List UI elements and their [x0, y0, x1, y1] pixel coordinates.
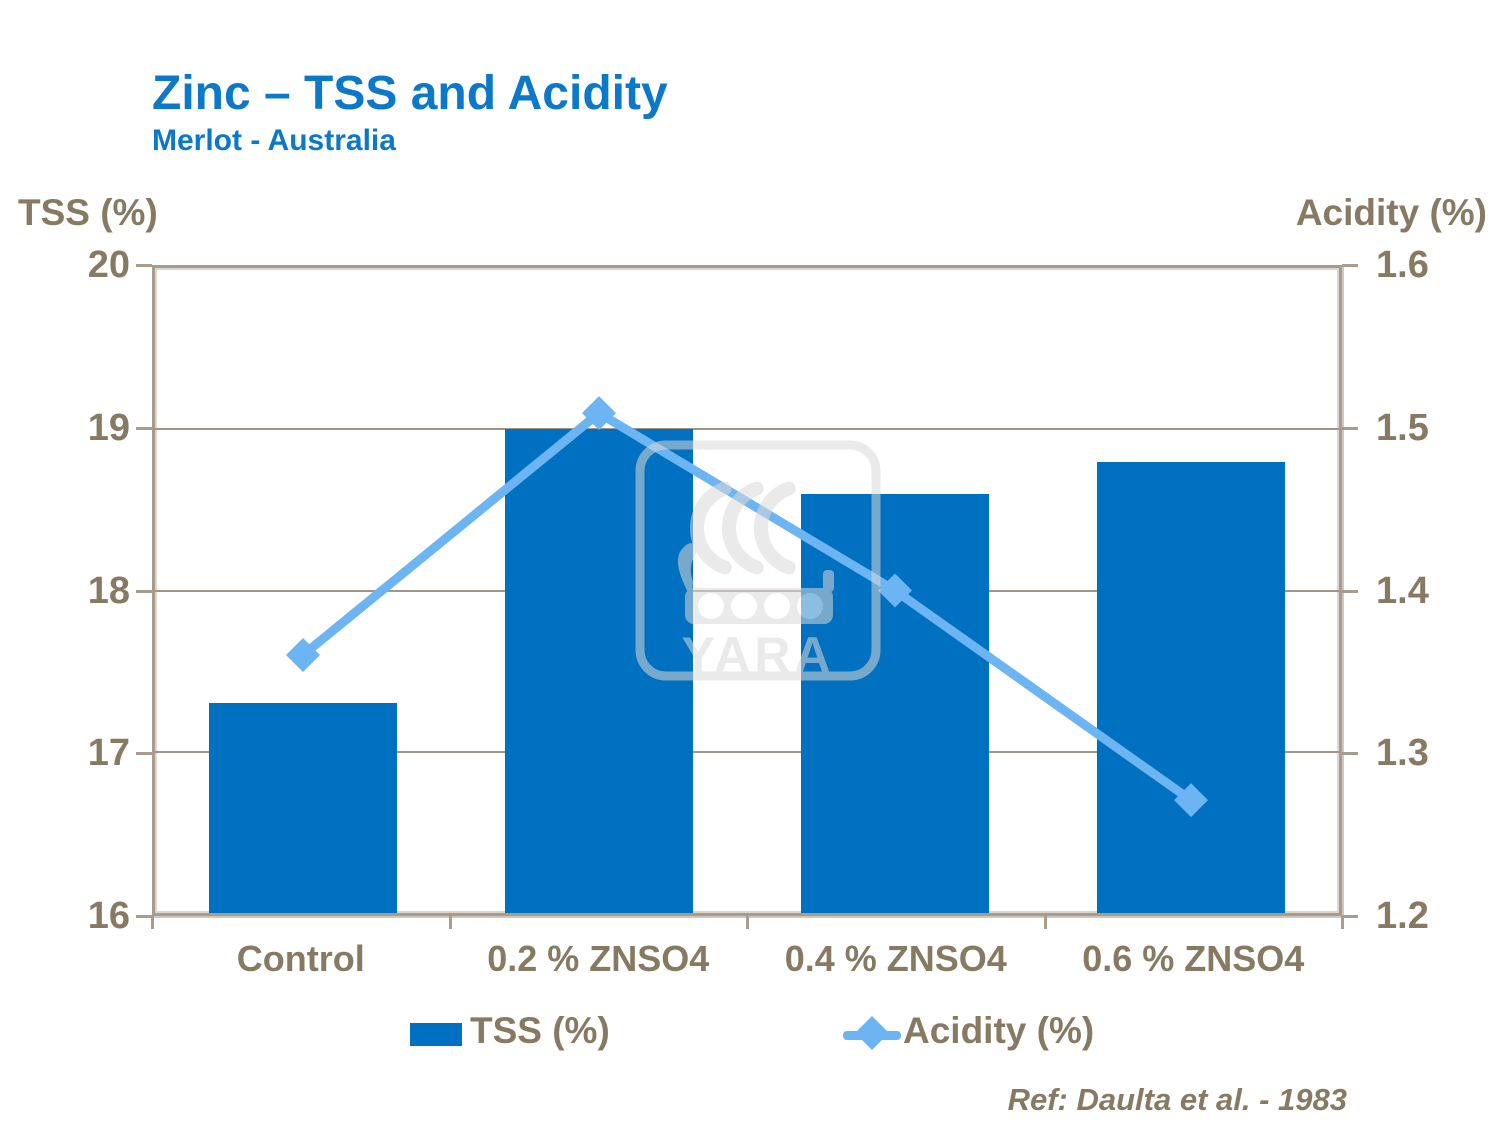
x-tick-2 — [746, 916, 749, 929]
acidity-marker-0.2 % ZNSO4 — [582, 396, 616, 431]
category-label-0.2 % ZNSO4: 0.2 % ZNSO4 — [487, 938, 710, 979]
acidity-marker-0.4 % ZNSO4 — [878, 573, 912, 608]
tss-legend-label: TSS (%) — [470, 1010, 610, 1051]
plot-area: YARA — [152, 265, 1342, 916]
category-label-Control: Control — [236, 938, 365, 979]
category-label-0.4 % ZNSO4: 0.4 % ZNSO4 — [784, 938, 1007, 979]
acidity-legend-label: Acidity (%) — [903, 1010, 1095, 1051]
acidity-marker-Control — [286, 638, 320, 672]
acidity-line-series — [286, 396, 1208, 818]
right-tick-label-1.6: 1.6 — [1376, 244, 1429, 286]
left-tick-20 — [136, 264, 152, 267]
x-tick-4 — [1341, 916, 1344, 929]
chart-title: Zinc – TSS and Acidity — [152, 67, 668, 120]
gridline-17 — [155, 750, 1339, 753]
right-tick-1.5 — [1342, 426, 1358, 430]
reference-text: Ref: Daulta et al. - 1983 — [1007, 1082, 1347, 1117]
gridline-19 — [155, 428, 1339, 431]
left-tick-label-19: 19 — [87, 406, 130, 449]
right-tick-label-1.5: 1.5 — [1376, 406, 1429, 449]
chart-subtitle: Merlot - Australia — [152, 124, 396, 157]
acidity-marker-0.6 % ZNSO4 — [1174, 783, 1208, 818]
left-tick-19 — [136, 426, 152, 430]
right-tick-label-1.2: 1.2 — [1376, 895, 1429, 937]
tss-legend-swatch — [410, 1023, 462, 1046]
tss-bar-0.6 % ZNSO4 — [1097, 461, 1285, 913]
x-tick-1 — [448, 916, 452, 929]
tss-bar-Control — [209, 703, 397, 913]
left-tick-18 — [136, 589, 152, 593]
left-tick-label-18: 18 — [87, 569, 130, 612]
right-tick-1.4 — [1342, 589, 1358, 593]
right-axis-title: Acidity (%) — [1295, 192, 1487, 233]
right-tick-1.6 — [1342, 264, 1358, 267]
left-tick-16 — [136, 915, 152, 918]
right-tick-1.2 — [1342, 915, 1358, 918]
x-tick-3 — [1043, 916, 1047, 929]
left-tick-17 — [136, 752, 152, 756]
category-label-0.6 % ZNSO4: 0.6 % ZNSO4 — [1082, 938, 1305, 979]
acidity-legend-diamond-icon — [855, 1016, 889, 1050]
left-tick-label-20: 20 — [87, 244, 130, 286]
right-tick-label-1.4: 1.4 — [1376, 569, 1429, 612]
right-tick-label-1.3: 1.3 — [1376, 732, 1429, 775]
left-tick-label-16: 16 — [87, 895, 130, 937]
left-tick-label-17: 17 — [87, 732, 130, 775]
left-axis-title: TSS (%) — [18, 192, 158, 233]
x-tick-0 — [151, 916, 154, 929]
right-tick-1.3 — [1342, 752, 1358, 756]
